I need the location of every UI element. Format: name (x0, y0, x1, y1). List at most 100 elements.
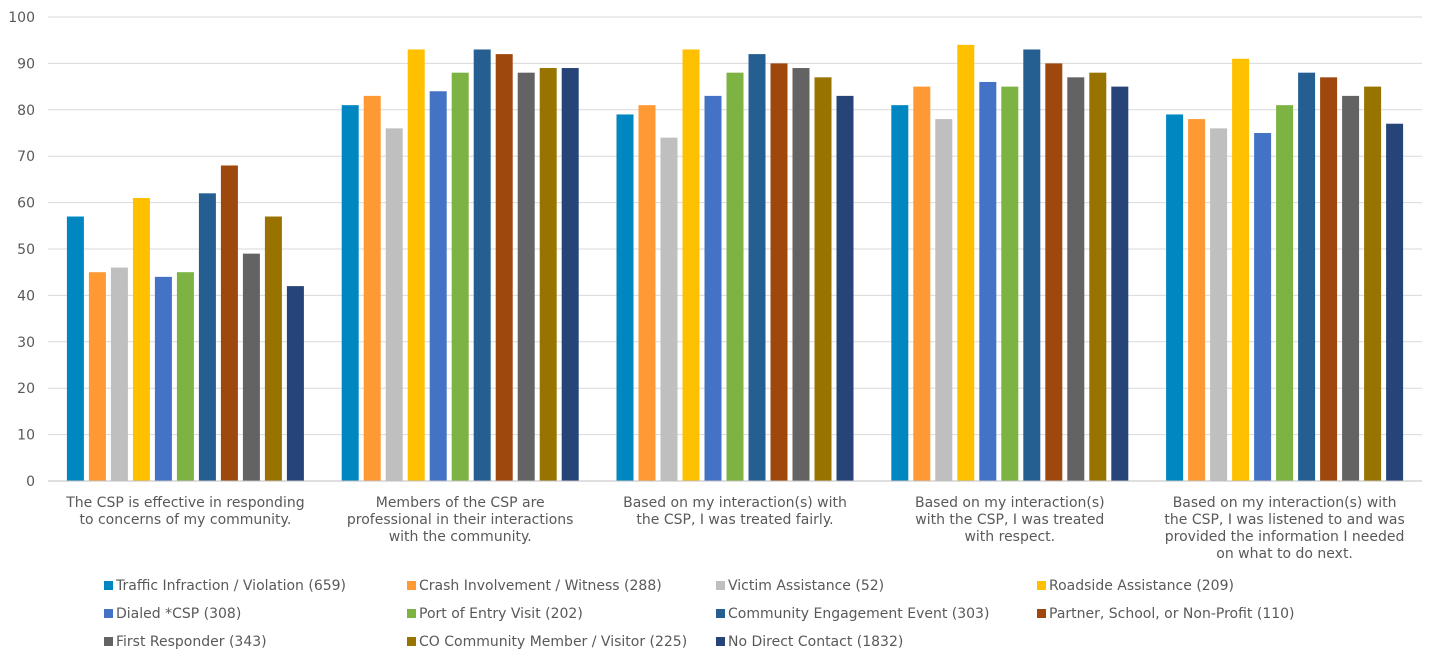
bar (198, 193, 216, 481)
legend-swatch (104, 609, 113, 618)
bar (891, 105, 909, 481)
bar (473, 49, 491, 481)
bar (407, 49, 425, 481)
bar (264, 216, 282, 481)
legend-label: First Responder (343) (116, 634, 267, 650)
bar (66, 216, 84, 481)
bar (1342, 95, 1360, 481)
legend-item: Roadside Assistance (209) (1037, 578, 1234, 594)
y-axis-ticks: 0 10 20 30 40 50 60 70 80 90 100 (8, 10, 35, 490)
y-tick-label: 40 (17, 288, 35, 304)
legend-swatch (104, 637, 113, 646)
legend-item: Partner, School, or Non-Profit (110) (1037, 606, 1295, 622)
x-tick-label: Members of the CSP are professional in th… (347, 495, 574, 545)
bar (1089, 72, 1107, 482)
legend-swatch (1037, 581, 1046, 590)
bar (154, 276, 172, 481)
legend-label: Dialed *CSP (308) (116, 606, 241, 622)
x-tick-label: Based on my interaction(s) with the CSP, … (623, 495, 847, 528)
legend-swatch (716, 637, 725, 646)
legend-label: Victim Assistance (52) (728, 578, 884, 594)
bar (517, 72, 535, 482)
y-tick-label: 80 (17, 103, 35, 119)
legend-swatch (1037, 609, 1046, 618)
bar (242, 253, 260, 481)
bar (561, 68, 579, 481)
legend-swatch (716, 581, 725, 590)
x-tick-label: Based on my interaction(s) with the CSP, … (915, 495, 1105, 545)
x-axis-category-labels: The CSP is effective in responding to con… (65, 495, 1405, 562)
legend-swatch (407, 609, 416, 618)
bar (88, 272, 106, 481)
bar (429, 91, 447, 482)
bar (1023, 49, 1041, 481)
bar (1001, 86, 1019, 481)
legend-label: Roadside Assistance (209) (1049, 578, 1234, 594)
bar (682, 49, 700, 481)
bar (1320, 77, 1338, 481)
bar (1364, 86, 1382, 481)
bar (704, 95, 722, 481)
bar (792, 68, 810, 481)
bar (286, 286, 304, 481)
legend-label: Port of Entry Visit (202) (419, 606, 583, 622)
bars (66, 44, 1404, 482)
bar (1232, 58, 1250, 481)
bar (495, 54, 513, 482)
bar (726, 72, 744, 482)
legend-item: First Responder (343) (104, 634, 267, 650)
legend-item: Victim Assistance (52) (716, 578, 884, 594)
y-tick-label: 0 (26, 474, 35, 490)
legend-swatch (407, 637, 416, 646)
bar (836, 95, 854, 481)
bar (363, 95, 381, 481)
bar (1188, 119, 1206, 481)
bar (748, 54, 766, 482)
bar (385, 128, 403, 482)
bar (913, 86, 931, 481)
bar (1276, 105, 1294, 481)
bar (1254, 133, 1272, 481)
legend-item: Community Engagement Event (303) (716, 606, 989, 622)
y-tick-label: 20 (17, 381, 35, 397)
legend-label: No Direct Contact (1832) (728, 634, 903, 650)
bar (957, 44, 975, 482)
legend-swatch (104, 581, 113, 590)
y-tick-label: 10 (17, 428, 35, 444)
bar (1045, 63, 1063, 482)
bar (220, 165, 238, 482)
legend-label: Crash Involvement / Witness (288) (419, 578, 662, 594)
x-tick-label: The CSP is effective in responding to con… (65, 495, 304, 528)
bar (451, 72, 469, 482)
legend-label: Traffic Infraction / Violation (659) (115, 578, 346, 594)
bar (935, 119, 953, 481)
bar (979, 81, 997, 482)
legend-item: No Direct Contact (1832) (716, 634, 903, 650)
legend-item: CO Community Member / Visitor (225) (407, 634, 687, 650)
bar (770, 63, 788, 482)
legend-label: Community Engagement Event (303) (728, 606, 989, 622)
bar (814, 77, 832, 481)
bar (1067, 77, 1085, 481)
bar (176, 272, 194, 481)
bar (110, 267, 128, 481)
bar (341, 105, 359, 481)
legend-item: Traffic Infraction / Violation (659) (104, 578, 346, 594)
y-tick-label: 60 (17, 196, 35, 212)
bar (1298, 72, 1316, 482)
y-tick-label: 70 (17, 149, 35, 165)
bar (1386, 123, 1404, 481)
bar (1210, 128, 1228, 482)
bar (660, 137, 678, 481)
y-tick-label: 90 (17, 56, 35, 72)
y-tick-label: 30 (17, 335, 35, 351)
bar (1111, 86, 1129, 481)
x-tick-label: Based on my interaction(s) with the CSP, … (1164, 495, 1404, 562)
y-tick-label: 50 (17, 242, 35, 258)
legend-item: Port of Entry Visit (202) (407, 606, 583, 622)
legend-swatch (716, 609, 725, 618)
y-tick-label: 100 (8, 10, 35, 26)
legend-swatch (407, 581, 416, 590)
